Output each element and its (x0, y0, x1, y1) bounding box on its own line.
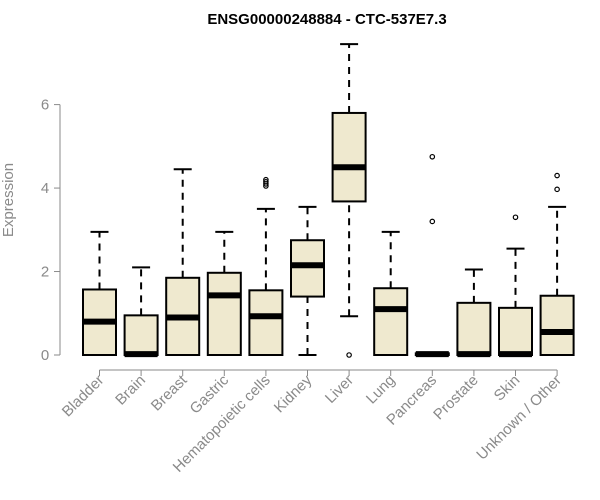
x-tick-label: Liver (322, 372, 357, 407)
y-axis-label: Expression (0, 163, 17, 237)
box-prostate (456, 268, 492, 358)
box-bladder (82, 230, 117, 356)
boxes-group (82, 43, 575, 358)
y-tick-label: 2 (41, 264, 49, 281)
y-tick-label: 4 (41, 180, 49, 197)
box-rect (331, 111, 367, 203)
x-tick-label: Bladder (59, 372, 108, 421)
box-pancreas (414, 153, 450, 358)
outlier-point (263, 176, 269, 183)
outlier-point (346, 352, 352, 358)
box-hematopoietic-cells (248, 176, 284, 356)
box-liver (331, 43, 367, 358)
x-tick-label: Prostate (430, 372, 482, 424)
box-kidney (290, 205, 325, 356)
box-rect (498, 306, 533, 357)
box-lung (373, 230, 409, 356)
box-rect (456, 301, 492, 357)
outlier-point (554, 172, 560, 179)
box-rect (539, 294, 575, 357)
box-gastric (206, 230, 242, 357)
outlier-point (554, 186, 560, 193)
box-unknown-other (539, 172, 575, 357)
x-tick-label: Skin (491, 372, 524, 405)
box-breast (165, 168, 201, 356)
x-tick-label: Brain (112, 372, 149, 409)
x-tick-label: Lung (363, 372, 399, 408)
y-axis: 0 2 4 6 (41, 97, 61, 364)
x-tick-label: Kidney (271, 371, 316, 416)
box-rect (123, 314, 159, 356)
box-rect (206, 271, 242, 357)
outlier-point (429, 218, 436, 225)
box-rect (248, 289, 284, 356)
y-tick-label: 6 (41, 97, 49, 114)
box-brain (123, 266, 159, 358)
y-tick-label: 0 (41, 347, 49, 364)
box-rect (290, 239, 325, 298)
box-skin (498, 214, 533, 358)
x-tick-label: Breast (148, 371, 191, 414)
chart-title: ENSG00000248884 - CTC-537E7.3 (207, 11, 446, 28)
outlier-point (429, 153, 436, 160)
box-rect (373, 287, 409, 356)
outlier-point (263, 179, 269, 185)
outlier-point (512, 214, 519, 221)
